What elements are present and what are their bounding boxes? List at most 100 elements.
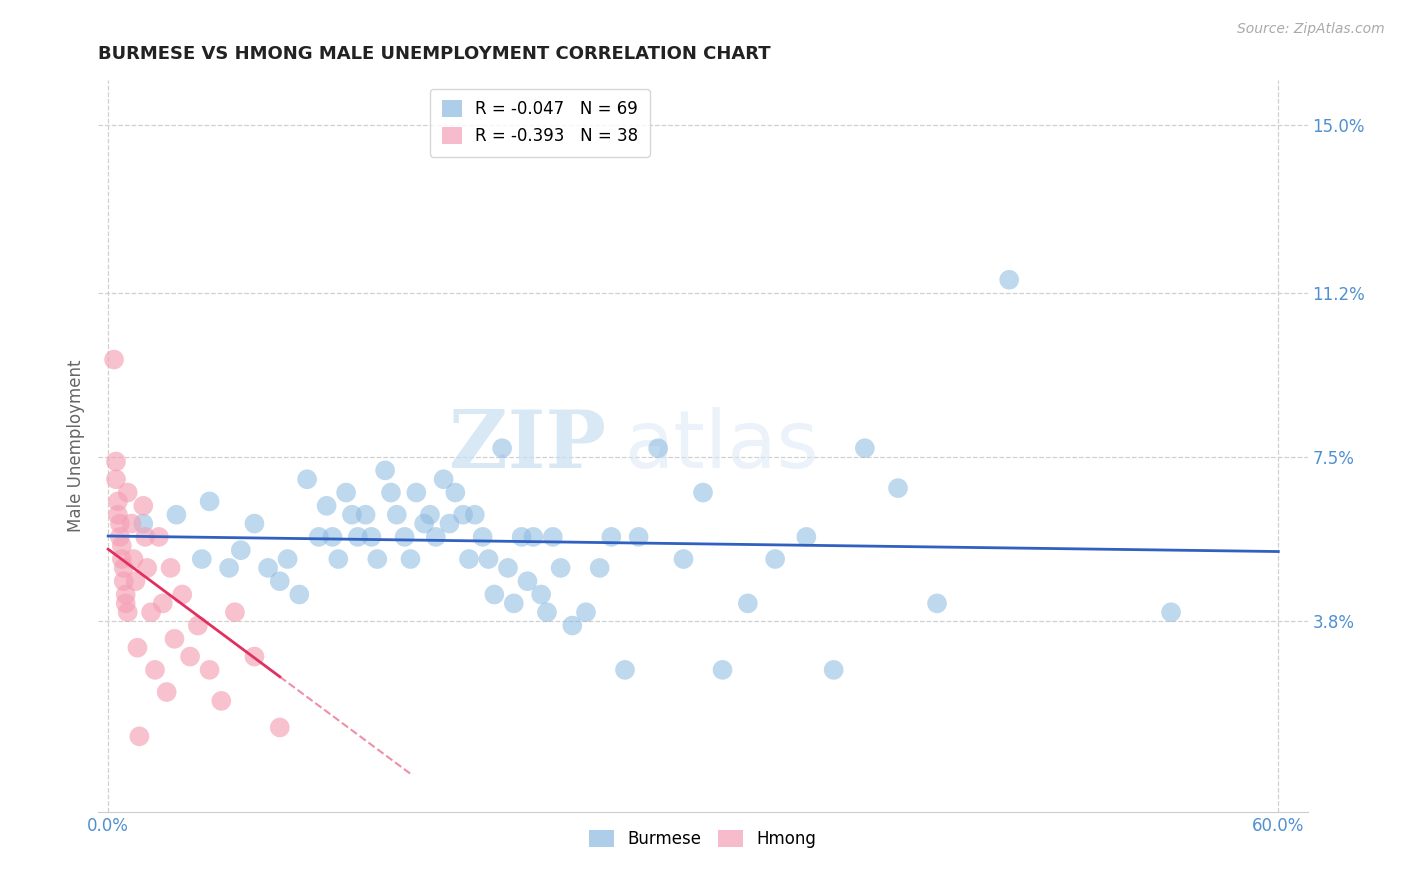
Point [191, 552, 214, 566]
Point [575, 605, 598, 619]
Point [328, 552, 350, 566]
Point [588, 561, 610, 575]
Point [477, 552, 499, 566]
Point [627, 530, 650, 544]
Legend: Burmese, Hmong: Burmese, Hmong [582, 823, 824, 855]
Point [127, 640, 149, 655]
Text: atlas: atlas [624, 407, 818, 485]
Point [295, 472, 318, 486]
Point [796, 530, 818, 544]
Point [853, 441, 876, 455]
Point [536, 605, 558, 619]
Point [134, 530, 156, 544]
Point [502, 596, 524, 610]
Point [1160, 605, 1182, 619]
Point [600, 530, 623, 544]
Point [380, 485, 402, 500]
Point [277, 552, 299, 566]
Point [143, 663, 166, 677]
Point [471, 530, 494, 544]
Point [516, 574, 538, 589]
Point [218, 561, 240, 575]
Point [561, 618, 583, 632]
Point [550, 561, 572, 575]
Point [711, 663, 734, 677]
Text: BURMESE VS HMONG MALE UNEMPLOYMENT CORRELATION CHART: BURMESE VS HMONG MALE UNEMPLOYMENT CORRE… [98, 45, 770, 63]
Point [121, 516, 143, 531]
Point [257, 561, 280, 575]
Text: ZIP: ZIP [450, 407, 606, 485]
Point [413, 516, 436, 531]
Point [114, 596, 136, 610]
Point [156, 685, 179, 699]
Point [496, 561, 519, 575]
Point [394, 530, 416, 544]
Point [763, 552, 786, 566]
Point [433, 472, 456, 486]
Point [321, 530, 343, 544]
Point [107, 508, 129, 522]
Point [117, 605, 139, 619]
Point [530, 587, 553, 601]
Point [405, 485, 427, 500]
Point [672, 552, 695, 566]
Point [464, 508, 486, 522]
Point [117, 485, 139, 500]
Point [491, 441, 513, 455]
Point [614, 663, 637, 677]
Point [692, 485, 714, 500]
Point [366, 552, 388, 566]
Point [124, 574, 146, 589]
Point [111, 552, 134, 566]
Point [484, 587, 506, 601]
Text: Source: ZipAtlas.com: Source: ZipAtlas.com [1237, 22, 1385, 37]
Point [229, 543, 252, 558]
Y-axis label: Male Unemployment: Male Unemployment [66, 359, 84, 533]
Point [522, 530, 544, 544]
Point [374, 463, 396, 477]
Point [998, 273, 1021, 287]
Point [243, 649, 266, 664]
Point [385, 508, 408, 522]
Point [165, 508, 187, 522]
Point [112, 561, 135, 575]
Point [103, 352, 125, 367]
Point [340, 508, 363, 522]
Point [243, 516, 266, 531]
Point [823, 663, 845, 677]
Point [360, 530, 382, 544]
Point [107, 494, 129, 508]
Point [887, 481, 910, 495]
Point [159, 561, 181, 575]
Point [399, 552, 422, 566]
Point [269, 721, 291, 735]
Point [444, 485, 467, 500]
Point [925, 596, 948, 610]
Point [104, 454, 127, 468]
Point [111, 539, 134, 553]
Point [172, 587, 194, 601]
Point [288, 587, 311, 601]
Point [269, 574, 291, 589]
Point [132, 499, 155, 513]
Point [647, 441, 669, 455]
Point [122, 552, 145, 566]
Point [152, 596, 174, 610]
Point [198, 494, 221, 508]
Point [458, 552, 481, 566]
Point [425, 530, 447, 544]
Point [128, 730, 150, 744]
Point [308, 530, 330, 544]
Point [179, 649, 201, 664]
Point [354, 508, 377, 522]
Point [114, 587, 136, 601]
Point [148, 530, 170, 544]
Point [104, 472, 127, 486]
Point [198, 663, 221, 677]
Point [439, 516, 461, 531]
Point [346, 530, 368, 544]
Point [451, 508, 474, 522]
Point [108, 530, 131, 544]
Point [112, 574, 135, 589]
Point [541, 530, 564, 544]
